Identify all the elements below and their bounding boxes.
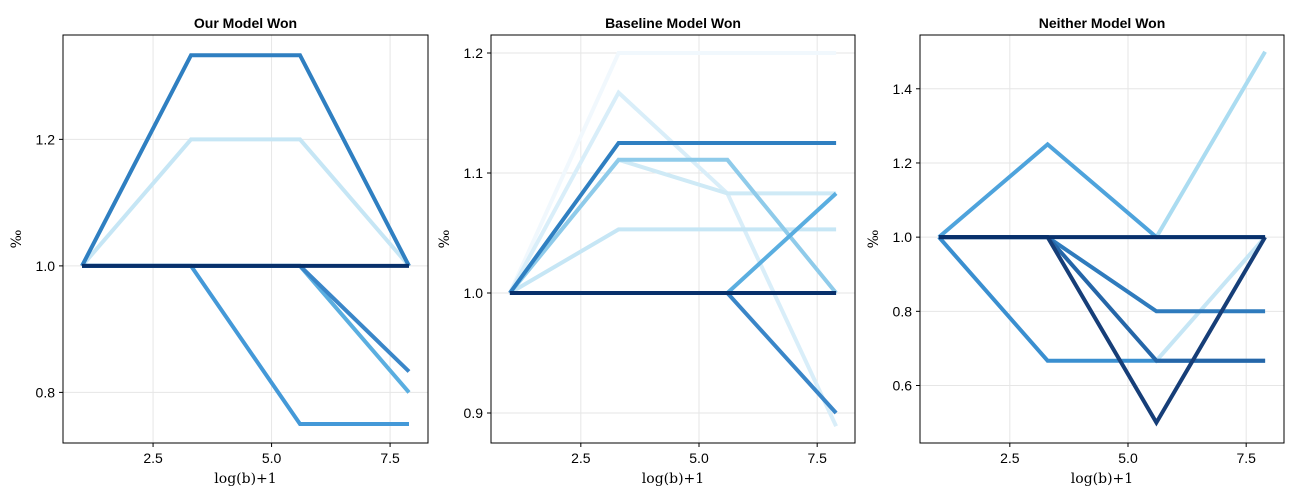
plot-frame xyxy=(490,34,856,444)
x-tick-label: 2.5 xyxy=(571,450,591,466)
y-tick-label: 0.8 xyxy=(36,384,56,400)
y-tick-label: 1.4 xyxy=(893,81,913,97)
series-line-6 xyxy=(509,191,838,295)
plot-frame xyxy=(919,34,1285,444)
chart-panel-1: 2.5 5.0 7.5 0.8 1.0 1.2 Our Model Won log(b)+1 ‰ xyxy=(9,15,429,487)
x-tick-label: 2.5 xyxy=(143,450,163,466)
x-tick-label: 5.0 xyxy=(262,450,282,466)
series-line-6 xyxy=(938,235,1266,363)
y-tick-label: 0.9 xyxy=(464,405,484,421)
y-tick-label: 1.0 xyxy=(464,285,484,301)
chart-title: Neither Model Won xyxy=(1039,15,1166,31)
x-tick-label: 2.5 xyxy=(1000,450,1020,466)
series-line-7 xyxy=(509,291,838,415)
x-tick-label: 7.5 xyxy=(807,450,827,466)
series-line-4 xyxy=(82,263,411,373)
y-axis-label: ‰ xyxy=(9,229,25,248)
x-axis-label: log(b)+1 xyxy=(1071,471,1133,487)
x-tick-label: 7.5 xyxy=(1236,450,1256,466)
y-tick-label: 0.6 xyxy=(893,378,913,394)
plot-frame xyxy=(62,34,429,444)
y-axis-label: ‰ xyxy=(866,229,882,248)
x-tick-label: 5.0 xyxy=(1118,450,1138,466)
y-tick-label: 1.1 xyxy=(464,165,484,181)
chart-title: Our Model Won xyxy=(194,15,297,31)
y-tick-label: 0.8 xyxy=(893,303,913,319)
y-tick-label: 1.2 xyxy=(893,155,913,171)
chart-panel-2: 2.5 5.0 7.5 0.9 1.0 1.1 1.2 Baseline Model Won l… xyxy=(437,15,856,487)
y-tick-label: 1.0 xyxy=(893,229,913,245)
x-axis-label: log(b)+1 xyxy=(214,471,276,487)
series-line-1 xyxy=(938,50,1267,240)
series-line-5 xyxy=(80,53,411,267)
series-line-5 xyxy=(508,157,838,295)
series-line-1 xyxy=(80,137,411,268)
series-line-7 xyxy=(938,235,1267,427)
x-tick-label: 7.5 xyxy=(380,450,400,466)
series-line-1 xyxy=(508,51,837,294)
x-axis-label: log(b)+1 xyxy=(642,471,704,487)
x-tick-label: 5.0 xyxy=(689,450,709,466)
y-tick-label: 1.2 xyxy=(464,45,484,61)
chart-title: Baseline Model Won xyxy=(605,15,741,31)
y-tick-label: 1.2 xyxy=(36,131,56,147)
series-line-8 xyxy=(508,141,837,295)
y-axis-label: ‰ xyxy=(437,229,453,248)
y-tick-label: 1.0 xyxy=(36,258,56,274)
chart-panel-3: 2.5 5.0 7.5 0.6 0.8 1.0 1.2 1.4 Neither Model Wo… xyxy=(866,15,1285,487)
series-line-2 xyxy=(82,263,411,394)
series-line-3 xyxy=(937,141,1266,240)
series-line-3 xyxy=(82,263,409,426)
